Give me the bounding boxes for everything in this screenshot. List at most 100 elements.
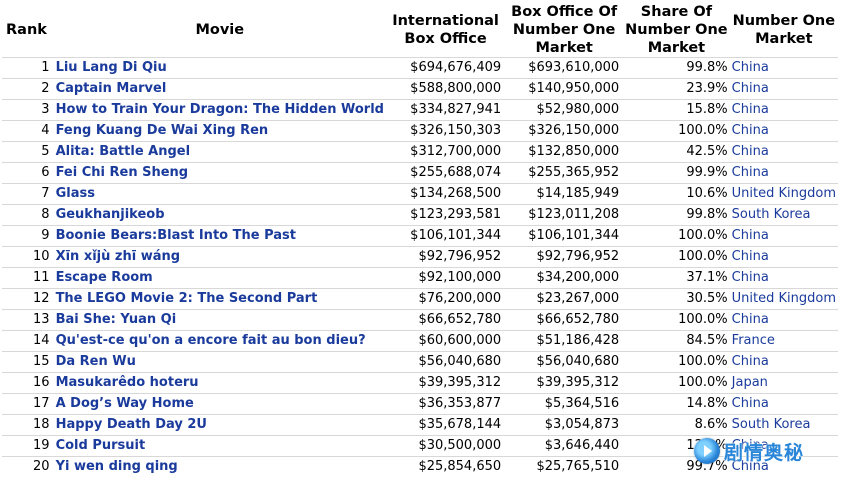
market-link[interactable]: China	[731, 228, 769, 243]
market-link[interactable]: China	[731, 165, 769, 180]
movie-cell: Yi wen ding qing	[53, 456, 386, 478]
box-office-table: Rank Movie International Box Office Box …	[2, 3, 838, 478]
header-movie[interactable]: Movie	[195, 22, 245, 38]
movie-link[interactable]: Da Ren Wu	[55, 354, 136, 369]
header-rank[interactable]: Rank	[6, 22, 47, 38]
share-cell: 30.5%	[623, 288, 730, 310]
movie-link[interactable]: Happy Death Day 2U	[55, 417, 207, 432]
movie-link[interactable]: The LEGO Movie 2: The Second Part	[55, 291, 318, 306]
share-cell: 37.1%	[623, 267, 730, 289]
international-box-office-cell: $35,678,144	[385, 414, 506, 436]
table-row: 16 Masukarêdo hoteru $39,395,312 $39,395,31…	[2, 372, 838, 394]
market-link[interactable]: China	[731, 459, 769, 475]
movie-link[interactable]: Cold Pursuit	[55, 438, 146, 453]
header-share-line1: Share Of	[640, 4, 713, 20]
international-box-office-cell: $92,100,000	[385, 267, 506, 289]
number-one-market-box-office-cell: $51,186,428	[505, 330, 624, 352]
header-box-office-number-one-market[interactable]: Box Office Of Number One Market	[505, 3, 623, 58]
movie-link[interactable]: Liu Lang Di Qiu	[55, 60, 167, 75]
table-row: 8 Geukhanjikeob $123,293,581 $123,011,208 99…	[2, 204, 838, 226]
table-row: 4 Feng Kuang De Wai Xing Ren $326,150,303 $…	[2, 120, 838, 142]
rank-cell: 8	[2, 204, 54, 226]
movie-link[interactable]: Xīn xǐjù zhī wáng	[55, 249, 181, 264]
movie-link[interactable]: Captain Marvel	[55, 81, 167, 96]
number-one-market-box-office-cell: $106,101,344	[505, 225, 624, 247]
table-row: 3 How to Train Your Dragon: The Hidden Wo…	[2, 99, 838, 121]
movie-link[interactable]: Masukarêdo hoteru	[55, 375, 199, 390]
header-share-line2: Number One	[625, 22, 728, 38]
market-cell: China	[729, 393, 838, 415]
header-intl-line2: Box Office	[404, 31, 487, 47]
movie-cell: Fei Chi Ren Sheng	[53, 162, 386, 184]
market-link[interactable]: China	[731, 144, 769, 159]
market-link[interactable]: China	[731, 438, 769, 453]
movie-link[interactable]: Escape Room	[55, 270, 153, 285]
market-link[interactable]: China	[731, 249, 769, 264]
market-cell: United Kingdom	[729, 288, 838, 310]
market-link[interactable]: China	[731, 60, 769, 75]
movie-link[interactable]: Geukhanjikeob	[55, 207, 165, 222]
market-link[interactable]: South Korea	[731, 417, 811, 432]
movie-link[interactable]: Fei Chi Ren Sheng	[55, 165, 189, 180]
market-link[interactable]: China	[731, 123, 769, 138]
number-one-market-box-office-cell: $132,850,000	[505, 141, 624, 163]
market-link[interactable]: Japan	[731, 375, 768, 390]
table-row: 10 Xīn xǐjù zhī wáng $92,796,952 $92,796,95…	[2, 246, 838, 268]
movie-link[interactable]: How to Train Your Dragon: The Hidden Wor…	[55, 102, 384, 117]
movie-link[interactable]: Alita: Battle Angel	[55, 144, 191, 159]
number-one-market-box-office-cell: $52,980,000	[505, 99, 624, 121]
number-one-market-box-office-cell: $34,200,000	[505, 267, 624, 289]
movie-link[interactable]: Glass	[55, 186, 95, 201]
header-international-box-office[interactable]: International Box Office	[386, 3, 505, 58]
market-link[interactable]: China	[731, 81, 769, 96]
market-link[interactable]: United Kingdom	[731, 291, 836, 306]
movie-cell: Captain Marvel	[53, 78, 386, 100]
movie-cell: The LEGO Movie 2: The Second Part	[53, 288, 386, 310]
number-one-market-box-office-cell: $3,054,873	[505, 414, 624, 436]
movie-cell: Da Ren Wu	[53, 351, 386, 373]
international-box-office-cell: $326,150,303	[385, 120, 506, 142]
movie-link[interactable]: A Dog’s Way Home	[55, 396, 194, 411]
international-box-office-cell: $56,040,680	[385, 351, 506, 373]
number-one-market-box-office-cell: $123,011,208	[505, 204, 624, 226]
market-link[interactable]: China	[731, 270, 769, 285]
market-link[interactable]: France	[731, 333, 775, 348]
market-link[interactable]: South Korea	[731, 207, 811, 222]
movie-link[interactable]: Boonie Bears:Blast Into The Past	[55, 228, 296, 243]
movie-link[interactable]: Yi wen ding qing	[55, 459, 178, 475]
table-row: 20 Yi wen ding qing $25,854,650 $25,765,510…	[2, 456, 838, 478]
international-box-office-cell: $92,796,952	[385, 246, 506, 268]
movie-cell: Boonie Bears:Blast Into The Past	[53, 225, 386, 247]
international-box-office-cell: $60,600,000	[385, 330, 506, 352]
rank-cell: 1	[2, 57, 54, 79]
movie-link[interactable]: Bai She: Yuan Qi	[55, 312, 177, 327]
movie-cell: Liu Lang Di Qiu	[53, 57, 386, 79]
market-link[interactable]: China	[731, 102, 769, 117]
header-row: Rank Movie International Box Office Box …	[2, 3, 838, 58]
market-cell: China	[729, 309, 838, 331]
table-row: 18 Happy Death Day 2U $35,678,144 $3,054,87…	[2, 414, 838, 436]
market-cell: China	[729, 435, 838, 457]
international-box-office-cell: $255,688,074	[385, 162, 506, 184]
movie-link[interactable]: Feng Kuang De Wai Xing Ren	[55, 123, 269, 138]
market-link[interactable]: China	[731, 312, 769, 327]
header-bonm-line1: Box Office Of	[511, 4, 618, 20]
international-box-office-cell: $30,500,000	[385, 435, 506, 457]
rank-cell: 17	[2, 393, 54, 415]
header-number-one-market[interactable]: Number One Market	[730, 3, 838, 58]
header-share-number-one-market[interactable]: Share Of Number One Market	[623, 3, 729, 58]
number-one-market-box-office-cell: $92,796,952	[505, 246, 624, 268]
market-link[interactable]: United Kingdom	[731, 186, 836, 201]
table-row: 5 Alita: Battle Angel $312,700,000 $132,850…	[2, 141, 838, 163]
movie-link[interactable]: Qu'est-ce qu'on a encore fait au bon die…	[55, 333, 366, 348]
number-one-market-box-office-cell: $3,646,440	[505, 435, 624, 457]
market-link[interactable]: China	[731, 354, 769, 369]
number-one-market-box-office-cell: $326,150,000	[505, 120, 624, 142]
market-link[interactable]: China	[731, 396, 769, 411]
rank-cell: 3	[2, 99, 54, 121]
share-cell: 12.0%	[623, 435, 730, 457]
international-box-office-cell: $36,353,877	[385, 393, 506, 415]
header-share-line3: Market	[647, 40, 706, 56]
table-row: 17 A Dog’s Way Home $36,353,877 $5,364,516 1…	[2, 393, 838, 415]
share-cell: 84.5%	[623, 330, 730, 352]
